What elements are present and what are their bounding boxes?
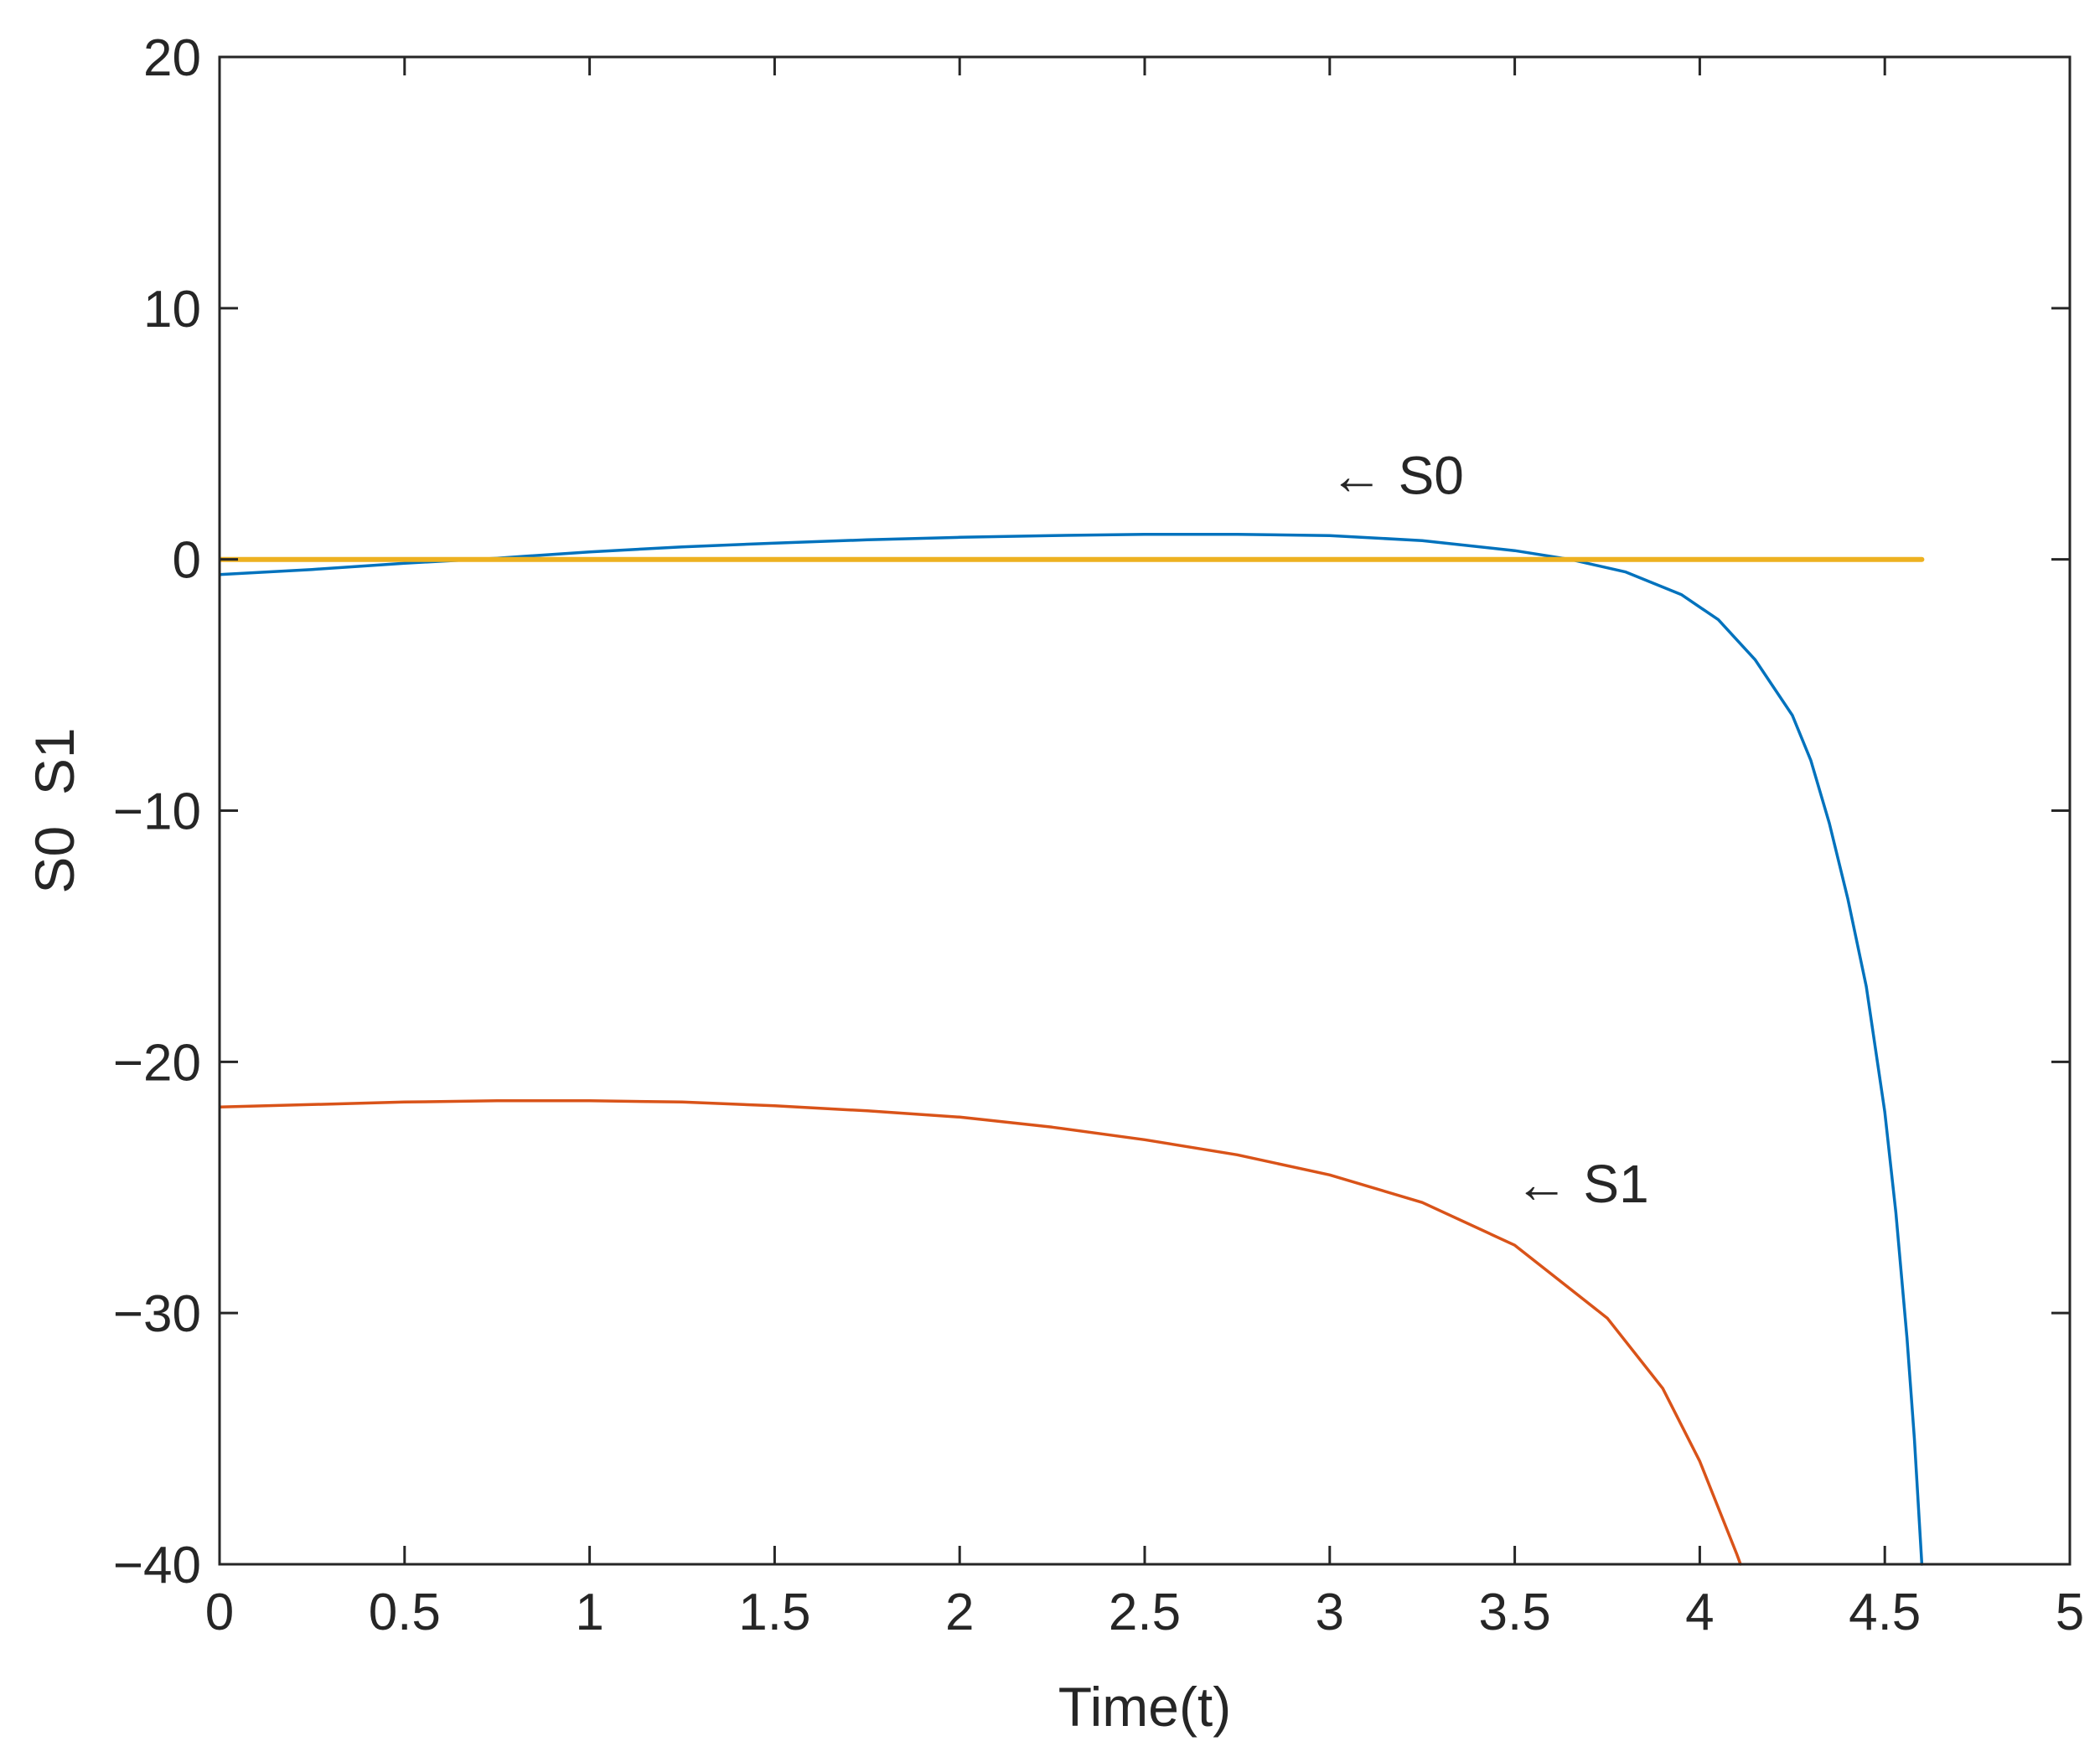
annotation-label: ← S1	[1515, 1154, 1649, 1214]
x-tick-label: 2	[945, 1584, 974, 1641]
x-tick-label: 0	[205, 1584, 234, 1641]
annotation-label: ← S0	[1330, 446, 1464, 506]
x-axis-label: Time(t)	[1058, 1676, 1232, 1738]
x-tick-label: 1.5	[738, 1584, 810, 1641]
y-tick-label: −20	[113, 1034, 201, 1092]
x-tick-label: 0.5	[369, 1584, 441, 1641]
x-tick-label: 3	[1316, 1584, 1344, 1641]
x-tick-label: 1	[575, 1584, 603, 1641]
tick-layer: 0 0.5 1 1.5 2 2.5 3 3.5 4 4.5 5 20 10 0 −10 −20 −30 −40	[113, 29, 2084, 1641]
x-tick-label: 3.5	[1478, 1584, 1550, 1641]
series-line-s0	[220, 532, 1924, 1566]
y-tick-label: 20	[143, 29, 201, 87]
x-tick-label: 4.5	[1849, 1584, 1921, 1641]
series-layer	[220, 532, 1925, 1566]
annotation-layer: ← S0 ← S1	[1330, 446, 1649, 1215]
series-line-s1	[220, 1099, 1742, 1566]
x-tick-label: 5	[2056, 1584, 2084, 1641]
x-tick-label: 2.5	[1109, 1584, 1181, 1641]
y-axis-label: S0 S1	[23, 727, 85, 893]
x-tick-label: 4	[1685, 1584, 1714, 1641]
y-tick-label: −40	[113, 1537, 201, 1594]
plot-area-box	[218, 55, 2072, 1566]
y-tick-label: −10	[113, 783, 201, 841]
y-tick-label: 0	[173, 532, 201, 590]
y-tick-label: 10	[143, 281, 201, 338]
y-tick-label: −30	[113, 1285, 201, 1343]
